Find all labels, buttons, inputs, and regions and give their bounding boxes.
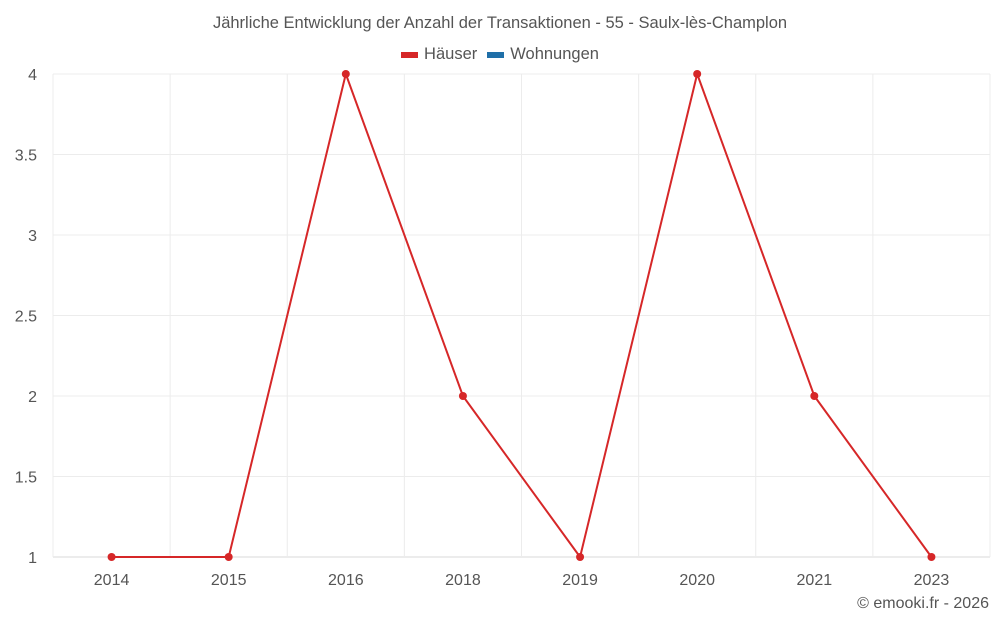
y-tick-label: 3.5 xyxy=(15,148,37,165)
legend-item-haeuser[interactable]: Häuser xyxy=(401,45,477,64)
legend: Häuser Wohnungen xyxy=(0,45,1000,64)
x-tick-label: 2023 xyxy=(914,572,950,589)
credit-text: © emooki.fr - 2026 xyxy=(857,595,989,612)
x-tick-label: 2016 xyxy=(328,572,364,589)
x-tick-label: 2020 xyxy=(679,572,715,589)
x-tick-label: 2018 xyxy=(445,572,481,589)
legend-swatch-wohnungen xyxy=(487,51,505,58)
data-point[interactable] xyxy=(224,553,233,561)
series-haeuser xyxy=(107,70,936,561)
legend-swatch-haeuser xyxy=(401,51,419,58)
y-tick-label: 1.5 xyxy=(15,470,37,487)
y-tick-label: 2.5 xyxy=(15,309,37,326)
data-point[interactable] xyxy=(693,70,702,78)
x-tick-label: 2019 xyxy=(562,572,598,589)
legend-item-wohnungen[interactable]: Wohnungen xyxy=(487,45,599,64)
data-point[interactable] xyxy=(458,392,467,400)
y-tick-label: 4 xyxy=(28,67,37,84)
data-point[interactable] xyxy=(576,553,585,561)
data-point[interactable] xyxy=(927,553,936,561)
x-tick-label: 2015 xyxy=(211,572,247,589)
data-point[interactable] xyxy=(810,392,819,400)
data-point[interactable] xyxy=(341,70,350,78)
x-tick-label: 2021 xyxy=(797,572,833,589)
chart-title: Jährliche Entwicklung der Anzahl der Tra… xyxy=(212,14,788,32)
grid-lines xyxy=(52,73,991,558)
y-axis: 1 1.5 2 2.5 3 3.5 4 xyxy=(15,67,37,567)
x-tick-label: 2014 xyxy=(94,572,130,589)
y-tick-label: 1 xyxy=(28,550,37,567)
legend-label-wohnungen: Wohnungen xyxy=(510,45,599,63)
y-tick-label: 2 xyxy=(28,389,37,406)
data-point[interactable] xyxy=(107,553,116,561)
x-axis: 2014 2015 2016 2018 2019 2020 2021 2023 xyxy=(94,572,950,589)
y-tick-label: 3 xyxy=(28,228,37,245)
legend-label-haeuser: Häuser xyxy=(424,45,478,63)
